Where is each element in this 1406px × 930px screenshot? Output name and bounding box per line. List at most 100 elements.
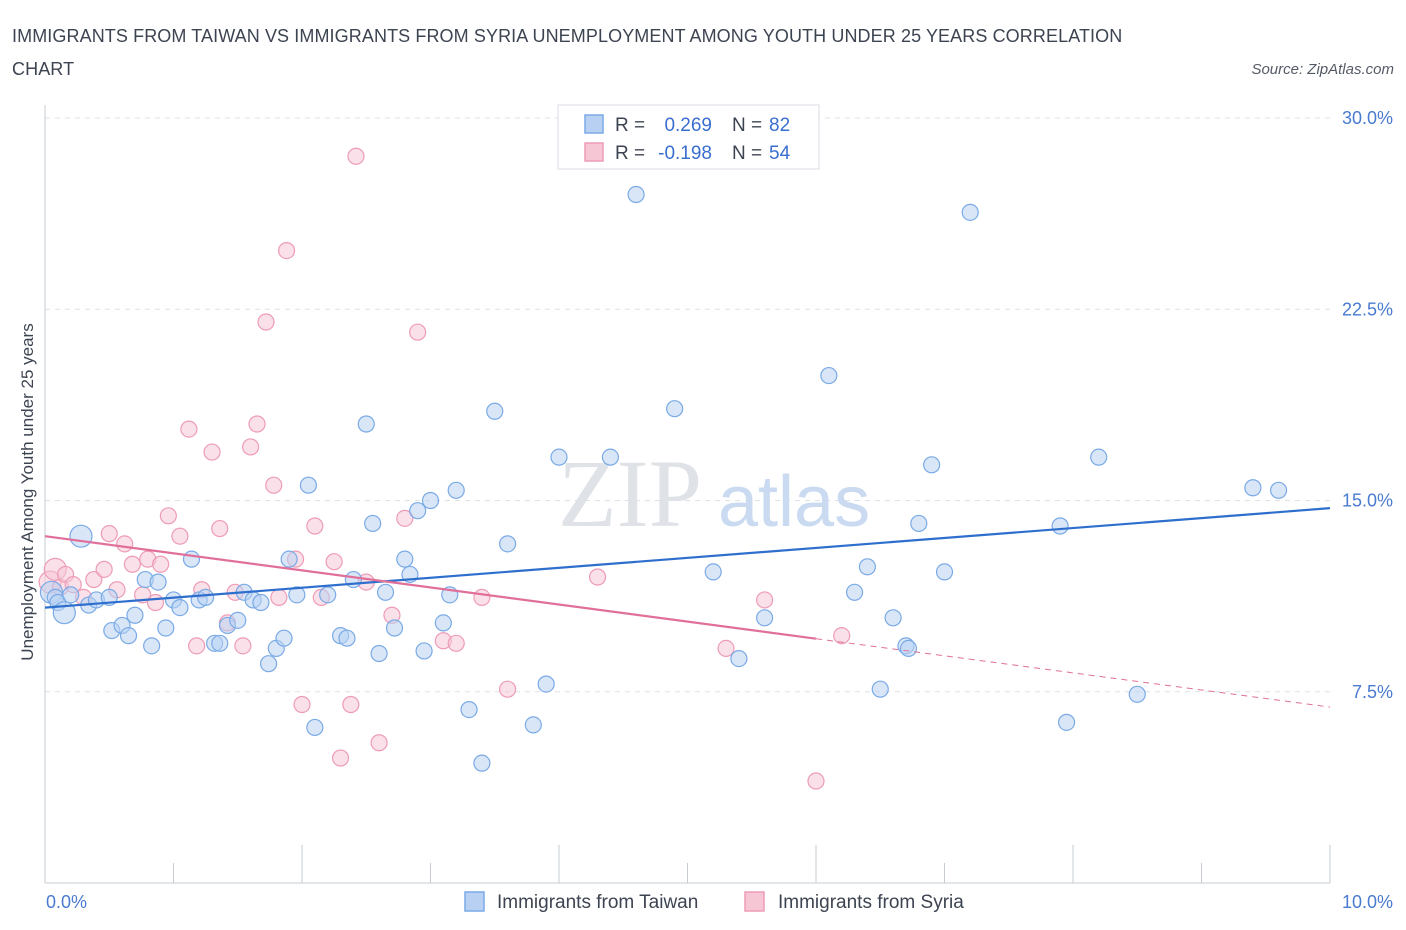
taiwan-point-49 <box>421 491 440 510</box>
taiwan-point-48 <box>415 642 433 660</box>
syria-point-6 <box>85 570 103 589</box>
taiwan-point-28 <box>252 593 270 612</box>
legend-swatch-bottom-taiwan <box>464 891 485 912</box>
taiwan-point-77 <box>1051 517 1069 535</box>
taiwan-point-56 <box>499 535 517 553</box>
syria-point-10 <box>116 535 134 553</box>
syria-point-47 <box>473 588 491 607</box>
taiwan-point-19 <box>182 550 201 568</box>
legend-n-syria: 54 <box>769 143 791 164</box>
taiwan-point-57 <box>524 716 542 734</box>
taiwan-point-47 <box>409 502 427 520</box>
taiwan-point-58 <box>537 675 555 693</box>
taiwan-point-44 <box>385 619 404 637</box>
taiwan-point-33 <box>288 586 306 604</box>
taiwan-point-41 <box>364 514 382 533</box>
syria-point-43 <box>396 509 414 527</box>
taiwan-point-65 <box>755 609 774 627</box>
taiwan-point-29 <box>259 655 278 673</box>
syria-point-37 <box>331 749 350 767</box>
taiwan-point-70 <box>884 609 902 627</box>
taiwan-point-63 <box>704 563 722 581</box>
legend-n-taiwan: 82 <box>769 115 790 136</box>
stats-legend: R = 0.269 N = 82 R = -0.198 N = 54 <box>557 104 820 170</box>
taiwan-point-61 <box>627 185 645 204</box>
taiwan-point-11 <box>119 627 138 645</box>
taiwan-point-14 <box>143 637 161 655</box>
taiwan-point-55 <box>486 402 504 420</box>
taiwan-point-54 <box>473 754 491 772</box>
legend-r-label-taiwan: R = <box>615 115 645 136</box>
syria-point-11 <box>123 555 141 573</box>
taiwan-point-34 <box>299 476 318 494</box>
syria-point-41 <box>370 734 388 752</box>
taiwan-point-38 <box>338 629 356 647</box>
syria-point-25 <box>234 637 252 655</box>
legend-label-syria: Immigrants from Syria <box>778 892 964 913</box>
y-tick-label-2: 22.5% <box>1342 299 1393 319</box>
taiwan-point-66 <box>820 366 838 385</box>
syria-point-44 <box>409 323 427 341</box>
y-tick-label-0: 7.5% <box>1352 682 1393 702</box>
taiwan-point-80 <box>1128 685 1146 703</box>
taiwan-point-52 <box>447 481 465 499</box>
y-tick-label-1: 15.0% <box>1342 491 1393 511</box>
taiwan-point-78 <box>1057 713 1076 731</box>
taiwan-point-82 <box>1269 481 1288 499</box>
syria-point-52 <box>807 772 825 790</box>
syria-point-17 <box>171 527 189 545</box>
taiwan-point-15 <box>149 573 167 591</box>
taiwan-point-21 <box>197 588 215 607</box>
syria-point-48 <box>499 680 517 698</box>
legend-r-taiwan: 0.269 <box>664 115 712 136</box>
syria-point-27 <box>248 415 266 433</box>
syria-point-33 <box>293 695 311 714</box>
syria-point-15 <box>152 555 170 573</box>
x-tick-label-0: 0.0% <box>46 892 87 912</box>
syria-point-46 <box>447 634 465 652</box>
taiwan-point-60 <box>601 448 620 466</box>
legend-n-label-taiwan: N = <box>732 115 762 136</box>
syria-point-50 <box>717 639 735 658</box>
watermark: ZIP atlas <box>558 440 870 547</box>
taiwan-point-45 <box>396 550 414 568</box>
watermark-zip: ZIP <box>558 440 702 547</box>
series-legend: Immigrants from Taiwan Immigrants from S… <box>464 891 964 913</box>
legend-swatch-syria <box>584 142 604 162</box>
taiwan-point-81 <box>1244 479 1262 497</box>
syria-point-14 <box>146 593 165 612</box>
taiwan-point-18 <box>171 598 189 617</box>
taiwan-point-5 <box>69 524 93 548</box>
legend-r-syria: -0.198 <box>658 143 712 164</box>
taiwan-point-50 <box>434 614 452 632</box>
trend-lines <box>44 507 1331 708</box>
taiwan-point-42 <box>370 644 388 663</box>
syria-point-19 <box>188 637 206 655</box>
syria-point-8 <box>100 525 118 543</box>
syria-point-36 <box>325 553 343 571</box>
chart-title: IMMIGRANTS FROM TAIWAN VS IMMIGRANTS FRO… <box>12 26 1123 79</box>
taiwan-point-73 <box>910 514 928 533</box>
taiwan-point-31 <box>275 629 293 647</box>
taiwan-point-59 <box>550 448 568 466</box>
y-tick-label-3: 30.0% <box>1342 108 1393 128</box>
legend-swatch-bottom-syria <box>744 891 765 912</box>
syria-point-34 <box>306 517 324 535</box>
chart-source: Source: ZipAtlas.com <box>1251 61 1394 78</box>
y-tick-labels: 7.5% 15.0% 22.5% 30.0% <box>1342 108 1393 702</box>
x-tick-label-1: 10.0% <box>1342 892 1393 912</box>
syria-point-51 <box>755 591 774 609</box>
syria-point-31 <box>277 242 296 260</box>
syria-point-53 <box>833 627 851 645</box>
syria-point-21 <box>203 443 221 461</box>
taiwan-point-74 <box>923 456 941 474</box>
taiwan-point-64 <box>730 649 748 668</box>
trend-line-1-dashed <box>815 638 1331 708</box>
syria-point-38 <box>342 695 360 714</box>
taiwan-point-69 <box>871 680 889 698</box>
taiwan-point-23 <box>211 634 229 652</box>
taiwan-point-68 <box>858 558 877 576</box>
trend-line-1 <box>44 535 817 640</box>
legend-r-label-syria: R = <box>615 143 645 164</box>
